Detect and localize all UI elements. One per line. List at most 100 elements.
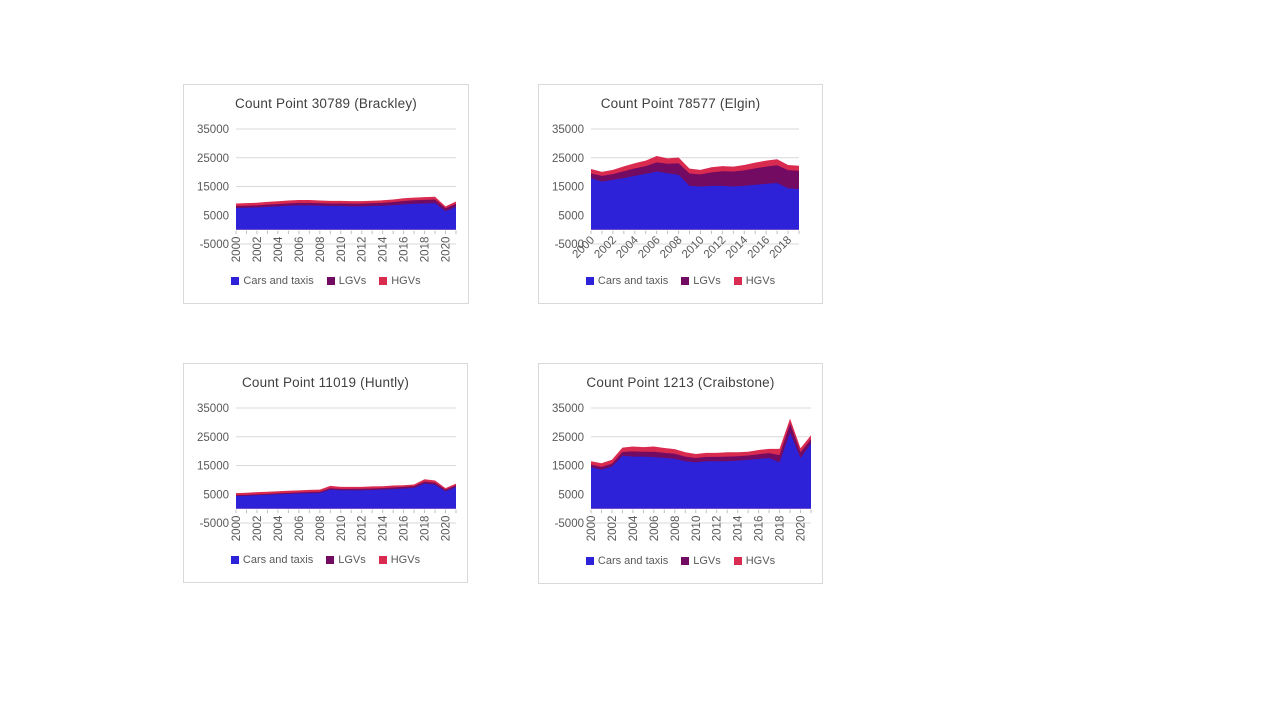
chart-legend: Cars and taxis LGVs HGVs xyxy=(184,554,467,566)
y-axis-tick-label: 15000 xyxy=(552,182,584,194)
x-axis-tick-label: 2012 xyxy=(357,237,369,263)
x-axis-tick-label: 2016 xyxy=(399,516,411,542)
x-axis-tick-label: 2018 xyxy=(420,516,432,542)
x-axis-tick-label: 2012 xyxy=(702,234,729,261)
x-axis-tick-label: 2010 xyxy=(336,516,348,542)
legend-label: Cars and taxis xyxy=(597,555,669,567)
chart-plot-svg: 3500025000150005000-50002000200220042006… xyxy=(552,124,800,261)
legend-swatch-cars-and-taxis xyxy=(230,556,239,564)
x-axis-tick-label: 2018 xyxy=(420,237,432,263)
legend-label: LGVs xyxy=(693,555,721,567)
x-axis-tick-label: 2004 xyxy=(614,234,641,261)
legend-swatch-cars-and-taxis xyxy=(585,277,594,285)
legend-swatch-lgvs xyxy=(681,277,690,285)
legend-swatch-lgvs xyxy=(326,556,335,564)
chart-legend: Cars and taxis LGVs HGVs xyxy=(539,275,822,287)
legend-swatch-lgvs xyxy=(326,277,335,285)
legend-item-hgvs: HGVs xyxy=(379,275,421,287)
chart-title: Count Point 30789 (Brackley) xyxy=(235,96,417,111)
x-axis-tick-label: 2008 xyxy=(658,234,685,261)
x-axis-tick-label: 2020 xyxy=(441,516,453,542)
chart-legend: Cars and taxis LGVs HGVs xyxy=(184,275,468,287)
x-axis-tick-label: 2004 xyxy=(628,515,640,541)
legend-item-cars-and-taxis: Cars and taxis xyxy=(231,275,314,287)
legend-swatch-cars-and-taxis xyxy=(585,557,594,565)
legend-swatch-cars-and-taxis xyxy=(231,277,240,285)
area-cars-and-taxis xyxy=(591,171,799,230)
x-axis-tick-label: 2020 xyxy=(441,237,453,263)
x-axis-tick-label: 2004 xyxy=(273,515,285,541)
chart-title: Count Point 11019 (Huntly) xyxy=(241,375,410,390)
legend-label: Cars and taxis xyxy=(597,275,669,287)
x-axis-tick-label: 2006 xyxy=(294,516,306,542)
x-axis-tick-label: 2018 xyxy=(775,516,787,542)
x-axis-tick-label: 2002 xyxy=(607,516,619,542)
chart-huntly: 35000 25000 15000 5000 -5000 2000 2002 2004 2006… xyxy=(183,363,468,583)
x-axis-tick-label: 2008 xyxy=(670,516,682,542)
chart-plot-area: 35000 25000 15000 5000 -5000 2000 2002 2004 2006… xyxy=(184,85,468,303)
chart-plot-area: 35000 25000 15000 5000 -5000 2000 2002 2004 2006… xyxy=(184,364,467,582)
y-axis-tick-label: 35000 xyxy=(197,403,229,415)
y-axis-tick-label: -5000 xyxy=(200,239,229,251)
x-axis-tick-label: 2000 xyxy=(231,237,243,263)
y-axis-tick-label: 25000 xyxy=(552,432,584,444)
y-axis-tick-label: 35000 xyxy=(552,403,584,415)
y-axis-tick-label: 25000 xyxy=(197,153,229,165)
x-axis-tick-label: 2010 xyxy=(691,516,703,542)
chart-title: Count Point 78577 (Elgin) xyxy=(600,96,761,111)
area-cars-and-taxis xyxy=(236,203,456,230)
legend-label: Cars and taxis xyxy=(242,554,314,566)
legend-item-hgvs: HGVs xyxy=(378,554,421,566)
x-axis-tick-label: 2008 xyxy=(315,516,327,542)
area-cars-and-taxis xyxy=(236,483,456,509)
y-axis-tick-label: 15000 xyxy=(552,461,584,473)
legend-swatch-hgvs xyxy=(379,277,388,285)
legend-swatch-hgvs xyxy=(733,277,742,285)
y-axis-tick-label: 35000 xyxy=(197,124,229,136)
x-axis-tick-label: 2014 xyxy=(378,515,390,541)
x-axis-tick-label: 2006 xyxy=(636,234,663,261)
legend-item-lgvs: LGVs xyxy=(326,554,366,566)
y-axis-tick-label: -5000 xyxy=(200,518,229,530)
x-axis-tick-label: 2000 xyxy=(231,516,243,542)
x-axis-tick-label: 2010 xyxy=(680,234,707,261)
chart-plot-area: 35000 25000 15000 5000 -5000 2000 2002 2004 2006… xyxy=(539,85,822,303)
legend-swatch-hgvs xyxy=(378,556,387,564)
legend-item-hgvs: HGVs xyxy=(733,275,775,287)
y-axis-tick-label: -5000 xyxy=(555,239,584,251)
y-axis-tick-label: 15000 xyxy=(197,461,229,473)
legend-swatch-hgvs xyxy=(733,557,742,565)
x-axis-tick-label: 2020 xyxy=(796,516,808,542)
y-axis-tick-label: -5000 xyxy=(555,518,584,530)
legend-label: LGVs xyxy=(693,275,721,287)
y-axis-tick-label: 5000 xyxy=(558,210,584,222)
legend-item-lgvs: LGVs xyxy=(681,555,721,567)
x-axis-tick-label: 2014 xyxy=(733,515,745,541)
legend-label: HGVs xyxy=(745,555,776,567)
chart-legend: Cars and taxis LGVs HGVs xyxy=(539,555,822,567)
legend-label: Cars and taxis xyxy=(243,275,314,287)
chart-plot-area: 35000 25000 15000 5000 -5000 2000 2002 2004 2006… xyxy=(539,364,822,583)
legend-item-cars-and-taxis: Cars and taxis xyxy=(585,555,669,567)
x-axis-tick-label: 2012 xyxy=(712,516,724,542)
chart-elgin: 35000 25000 15000 5000 -5000 2000 2002 2004 2006… xyxy=(538,84,823,304)
y-axis-tick-label: 5000 xyxy=(203,210,229,222)
legend-label: LGVs xyxy=(338,275,367,287)
x-axis-tick-label: 2004 xyxy=(273,236,285,262)
legend-item-hgvs: HGVs xyxy=(733,555,776,567)
legend-item-lgvs: LGVs xyxy=(326,275,367,287)
x-axis-tick-label: 2006 xyxy=(649,516,661,542)
legend-swatch-lgvs xyxy=(681,557,690,565)
x-axis-tick-label: 2014 xyxy=(378,236,390,262)
legend-label: LGVs xyxy=(338,554,366,566)
x-axis-tick-label: 2016 xyxy=(399,237,411,263)
area-cars-and-taxis xyxy=(591,432,811,509)
x-axis-tick-label: 2008 xyxy=(315,237,327,263)
x-axis-tick-label: 2000 xyxy=(586,516,598,542)
legend-item-cars-and-taxis: Cars and taxis xyxy=(230,554,314,566)
x-axis-tick-label: 2014 xyxy=(724,234,751,261)
x-axis-tick-label: 2002 xyxy=(592,234,619,261)
y-axis-tick-label: 35000 xyxy=(552,124,584,136)
legend-label: HGVs xyxy=(390,554,421,566)
